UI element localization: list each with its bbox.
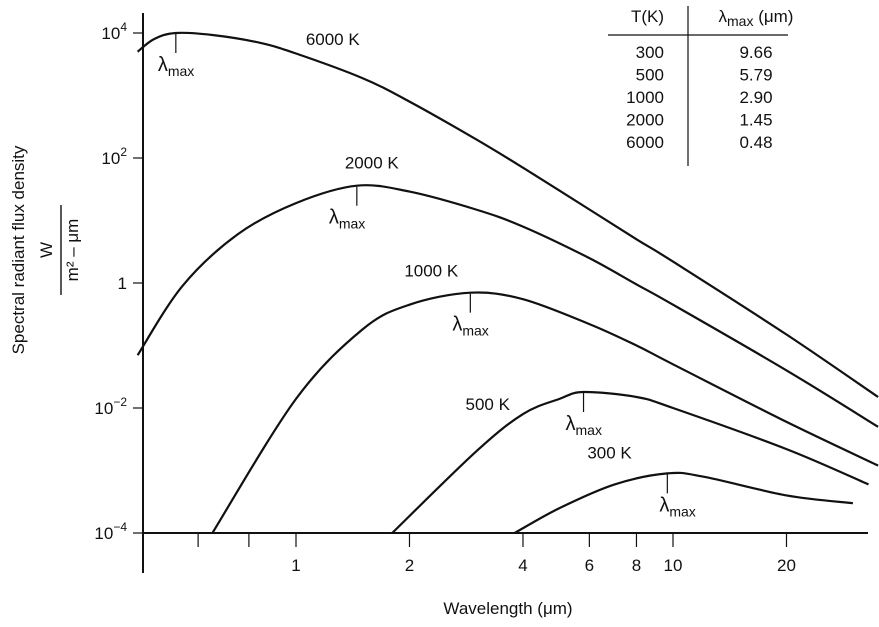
x-tick-label: 6 bbox=[585, 556, 594, 575]
x-axis-title: Wavelength (μm) bbox=[443, 599, 572, 618]
lambda-max-label: λmax bbox=[329, 207, 365, 232]
table-header-t: T(K) bbox=[631, 7, 664, 26]
y-tick-label: 10−2 bbox=[94, 395, 127, 418]
y-tick-label-exp: −4 bbox=[113, 520, 127, 534]
y-tick-label-base: 10 bbox=[94, 524, 113, 543]
y-axis-unit-denominator: m² – μm bbox=[63, 219, 82, 282]
y-tick-label-base: 1 bbox=[118, 274, 127, 293]
table-cell-lambda: 0.48 bbox=[739, 133, 772, 152]
series-label: 500 K bbox=[466, 395, 511, 414]
table-cell-t: 300 bbox=[636, 43, 664, 62]
y-tick-label-exp: −2 bbox=[113, 395, 127, 409]
x-tick-label: 4 bbox=[518, 556, 527, 575]
x-tick-label: 10 bbox=[664, 556, 683, 575]
y-tick-label: 104 bbox=[101, 20, 127, 43]
x-tick-label: 2 bbox=[405, 556, 414, 575]
curve-500k bbox=[391, 390, 869, 534]
table-cell-t: 1000 bbox=[626, 88, 664, 107]
table-cell-t: 6000 bbox=[626, 133, 664, 152]
y-tick-label-base: 10 bbox=[101, 149, 120, 168]
lambda-max-label: λmax bbox=[659, 494, 695, 519]
y-tick-label-base: 10 bbox=[94, 399, 113, 418]
curve-6000k bbox=[136, 31, 879, 398]
series-label: 300 K bbox=[587, 443, 632, 462]
curve-300k bbox=[514, 471, 854, 534]
table-cell-t: 2000 bbox=[626, 111, 664, 130]
curve-2000k bbox=[136, 184, 879, 428]
x-tick-label: 8 bbox=[632, 556, 641, 575]
series-label: 2000 K bbox=[345, 154, 400, 173]
y-axis-unit-numerator: W bbox=[37, 242, 56, 258]
y-axis-title: Spectral radiant flux density W m² – μm bbox=[9, 145, 82, 354]
table-cell-lambda: 2.90 bbox=[739, 88, 772, 107]
y-tick-label: 10−4 bbox=[94, 520, 127, 543]
table-header-lambda: λmax (μm) bbox=[719, 7, 794, 29]
curve-labels: 6000 K λmax 2000 K λmax 1000 K λmax 500 K λmax 3… bbox=[158, 30, 696, 519]
series-label: 6000 K bbox=[306, 30, 361, 49]
table-cell-lambda: 1.45 bbox=[739, 111, 772, 130]
curves bbox=[136, 31, 879, 534]
lambda-max-label: λmax bbox=[452, 314, 488, 339]
x-tick-label: 1 bbox=[291, 556, 300, 575]
y-axis-title-main: Spectral radiant flux density bbox=[9, 145, 28, 354]
lambda-max-label: λmax bbox=[566, 413, 602, 438]
lambda-max-label: λmax bbox=[158, 54, 194, 79]
y-tick-label-base: 10 bbox=[101, 24, 120, 43]
table-cell-lambda: 9.66 bbox=[739, 43, 772, 62]
table-cell-lambda: 5.79 bbox=[739, 66, 772, 85]
y-tick-label-exp: 4 bbox=[120, 20, 127, 34]
y-tick-label: 102 bbox=[101, 145, 127, 168]
y-tick-label-exp: 2 bbox=[120, 145, 127, 159]
y-tick-label: 1 bbox=[118, 274, 127, 293]
curve-1000k bbox=[211, 291, 879, 534]
series-label: 1000 K bbox=[404, 262, 459, 281]
table-cell-t: 500 bbox=[636, 66, 664, 85]
x-tick-label: 20 bbox=[777, 556, 796, 575]
lambda-max-table: T(K) λmax (μm) 300 9.66 500 5.79 1000 2.90 2000 1… bbox=[608, 6, 793, 166]
